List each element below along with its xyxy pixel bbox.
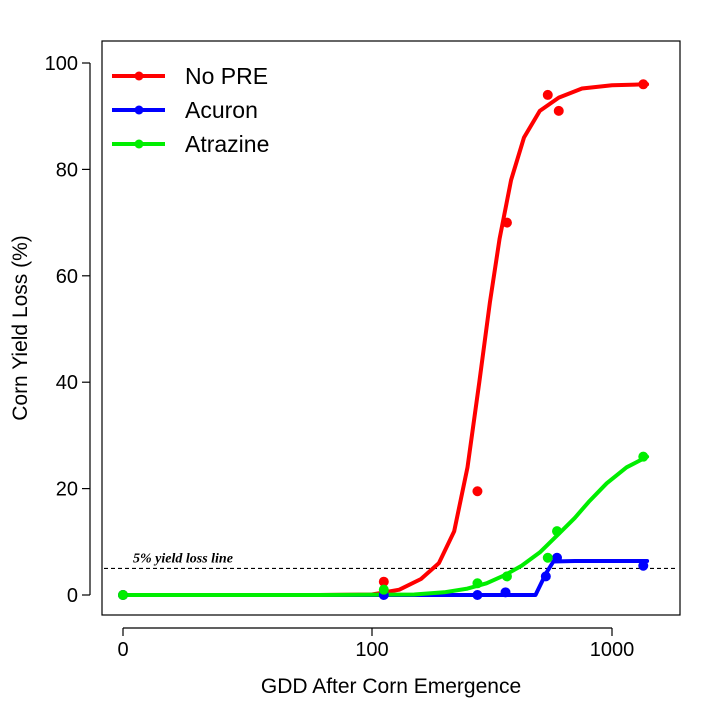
y-tick-label: 40 (56, 372, 78, 394)
data-point (118, 590, 128, 600)
x-axis-title: GDD After Corn Emergence (261, 675, 521, 698)
series-fit-line (121, 82, 650, 597)
x-tick-label: 1000 (590, 639, 635, 661)
data-point (472, 486, 483, 497)
data-point (638, 451, 649, 462)
legend-label: Atrazine (185, 131, 269, 157)
data-point (638, 79, 649, 90)
y-tick-label: 0 (67, 585, 78, 607)
data-point (501, 217, 512, 228)
series-fit-line (121, 454, 650, 597)
y-tick-label: 100 (45, 53, 78, 75)
data-point (378, 584, 389, 595)
data-point (553, 105, 564, 116)
legend-marker (134, 139, 144, 149)
legend-label: Acuron (185, 97, 258, 123)
y-tick-label: 60 (56, 266, 78, 288)
data-point (542, 89, 553, 100)
y-axis-title: Corn Yield Loss (%) (9, 235, 32, 421)
data-point (472, 578, 483, 589)
data-point (500, 587, 511, 598)
plot-frame (101, 40, 681, 616)
legend: No PRE Acuron Atrazine (112, 63, 269, 157)
x-tick-label: 0 (117, 639, 128, 661)
reference-line-label: 5% yield loss line (133, 551, 233, 566)
data-point (638, 560, 649, 571)
y-tick-label: 80 (56, 159, 78, 181)
y-tick-label: 20 (56, 479, 78, 501)
data-point (552, 552, 563, 563)
series-group (118, 79, 650, 600)
legend-label: No PRE (185, 63, 268, 89)
data-point (552, 526, 563, 537)
data-point (501, 571, 512, 582)
legend-marker (134, 105, 144, 115)
data-point (472, 590, 483, 600)
x-tick-label: 100 (355, 639, 388, 661)
reference-line-group: 5% yield loss line (104, 551, 678, 569)
data-point (540, 571, 551, 582)
data-point (542, 552, 553, 563)
legend-marker (134, 71, 144, 81)
